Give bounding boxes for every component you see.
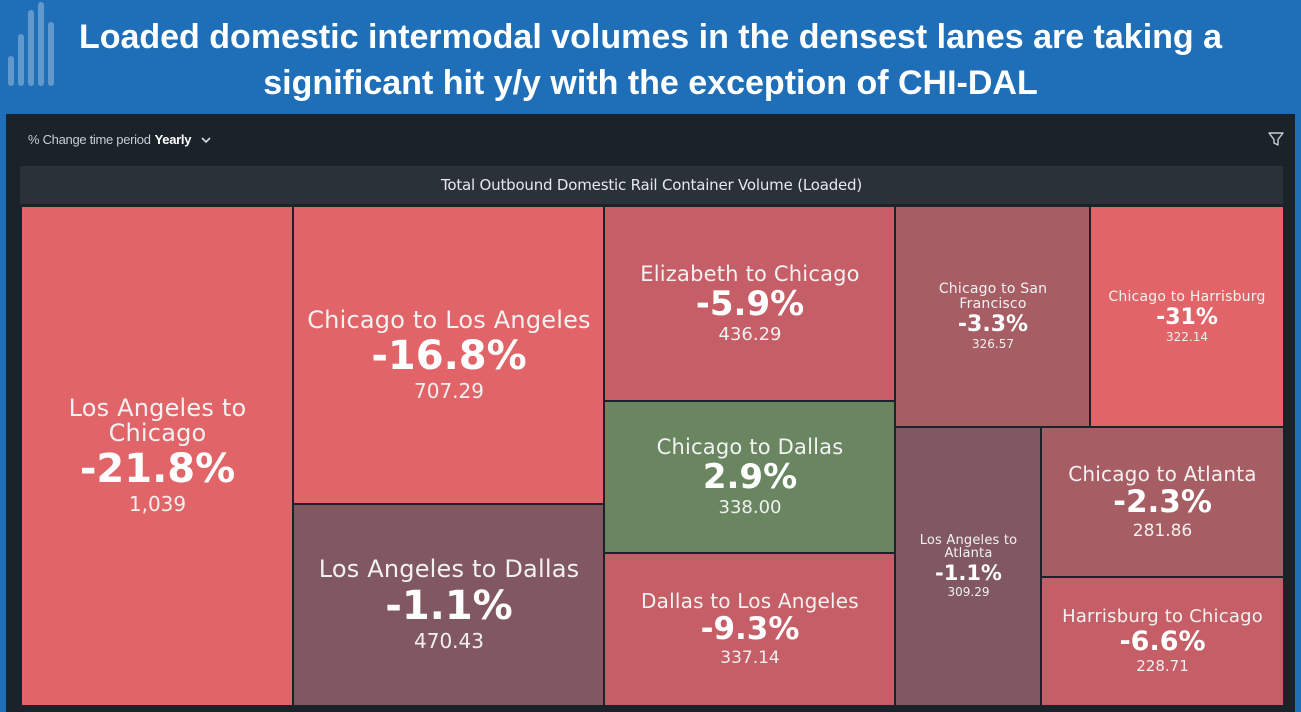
tile-value: 326.57 [972, 337, 1014, 352]
tile-value: 707.29 [414, 379, 484, 404]
tile-chicago-to-san-francisco[interactable]: Chicago to San Francisco -3.3% 326.57 [894, 205, 1092, 429]
tile-name: Los Angeles to Dallas [318, 555, 580, 584]
tile-name: Chicago to Dallas [656, 435, 844, 460]
tile-dallas-to-los-angeles[interactable]: Dallas to Los Angeles -9.3% 337.14 [603, 552, 897, 707]
tile-elizabeth-to-chicago[interactable]: Elizabeth to Chicago -5.9% 436.29 [603, 205, 897, 403]
tile-value: 228.71 [1136, 657, 1189, 676]
tile-change: -9.3% [700, 610, 800, 647]
header-banner: Loaded domestic intermodal volumes in th… [0, 0, 1301, 114]
headline: Loaded domestic intermodal volumes in th… [78, 18, 1223, 102]
tile-value: 309.29 [947, 585, 990, 600]
tile-value: 281.86 [1132, 520, 1193, 541]
dashboard-panel: % Change time period Yearly Total Outbou… [6, 114, 1295, 712]
filter-icon[interactable] [1267, 130, 1285, 148]
tile-value: 337.14 [720, 647, 780, 668]
tile-change: -31% [1156, 304, 1218, 330]
tile-chicago-to-harrisburg[interactable]: Chicago to Harrisburg -31% 322.14 [1089, 205, 1285, 429]
tile-los-angeles-to-atlanta[interactable]: Los Angeles to Atlanta -1.1% 309.29 [894, 426, 1043, 707]
tile-name: Elizabeth to Chicago [640, 261, 860, 286]
tile-name: Chicago to Los Angeles [307, 305, 591, 334]
tile-chicago-to-dallas[interactable]: Chicago to Dallas 2.9% 338.00 [603, 400, 897, 555]
tile-name: Chicago to San Francisco [938, 281, 1048, 313]
tile-name: Dallas to Los Angeles [641, 588, 859, 613]
tile-los-angeles-to-chicago[interactable]: Los Angeles to Chicago -21.8% 1,039 [20, 205, 295, 707]
period-value: Yearly [154, 132, 192, 147]
tile-value: 1,039 [128, 492, 187, 517]
tile-value: 470.43 [414, 628, 484, 653]
tile-value: 436.29 [718, 323, 782, 345]
tile-change: -2.3% [1113, 483, 1212, 520]
tile-change: 2.9% [702, 457, 798, 498]
treemap-title: Total Outbound Domestic Rail Container V… [20, 166, 1283, 204]
tile-change: -6.6% [1119, 626, 1206, 658]
tile-name: Harrisburg to Chicago [1062, 605, 1263, 627]
tile-name: Los Angeles to Atlanta [919, 532, 1018, 562]
tile-change: -1.1% [935, 560, 1002, 585]
period-label: % Change time period [28, 132, 151, 147]
period-dropdown[interactable]: % Change time period Yearly [28, 128, 211, 152]
tile-change: -5.9% [695, 283, 805, 324]
tile-value: 322.14 [1166, 329, 1208, 344]
tile-chicago-to-los-angeles[interactable]: Chicago to Los Angeles -16.8% 707.29 [292, 205, 606, 506]
tile-value: 338.00 [718, 497, 782, 519]
tile-name: Chicago to Harrisburg [1108, 288, 1266, 305]
bar-chart-logo-icon [4, 2, 60, 86]
chevron-down-icon[interactable] [201, 135, 211, 145]
tile-name: Chicago to Atlanta [1068, 461, 1257, 486]
tile-los-angeles-to-dallas[interactable]: Los Angeles to Dallas -1.1% 470.43 [292, 503, 606, 707]
tile-change: -1.1% [385, 582, 513, 629]
tile-name: Los Angeles to Chicago [68, 393, 247, 447]
tile-chicago-to-atlanta[interactable]: Chicago to Atlanta -2.3% 281.86 [1040, 426, 1285, 579]
tile-harrisburg-to-chicago[interactable]: Harrisburg to Chicago -6.6% 228.71 [1040, 576, 1285, 707]
tile-change: -21.8% [79, 446, 236, 493]
tile-change: -16.8% [371, 333, 527, 380]
tile-change: -3.3% [957, 311, 1029, 337]
